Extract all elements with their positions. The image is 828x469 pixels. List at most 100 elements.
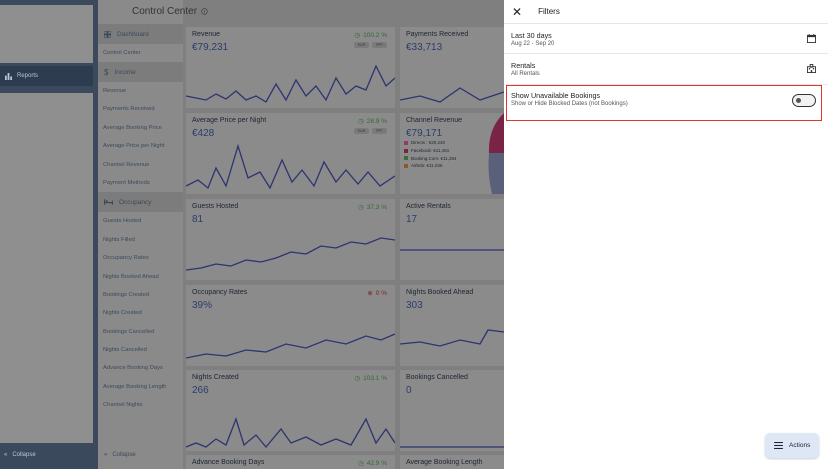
rail-body: [0, 93, 93, 443]
card-active-rentals[interactable]: Active Rentals 17: [400, 199, 504, 280]
nav-item-payments-received[interactable]: Payments Received: [103, 106, 155, 113]
currency-toggle[interactable]: EUR PPT: [353, 42, 387, 48]
nav-income-label: Income: [114, 68, 136, 76]
nav-collapse-button[interactable]: « Collapse: [104, 452, 136, 458]
chart-legend: Directs : €20,240 Facebook: €11,451 Book…: [404, 139, 456, 170]
legend-item: Booking.Com: €11,284: [404, 155, 456, 163]
card-title: Nights Booked Ahead: [406, 289, 474, 296]
highlight-box: [506, 85, 822, 121]
nav-income[interactable]: $ Income: [98, 62, 183, 82]
nav-occupancy[interactable]: Occupancy: [98, 192, 183, 213]
trend-value: 0 %: [375, 289, 387, 297]
page-title: Control Center: [132, 6, 208, 17]
nav-item-nights-booked-ahead[interactable]: Nights Booked Ahead: [103, 273, 159, 280]
card-value: 81: [192, 214, 204, 225]
double-chevron-left-icon: «: [104, 452, 108, 458]
info-icon[interactable]: [201, 8, 208, 15]
nav-collapse-label: Collapse: [112, 452, 136, 458]
toggle-option[interactable]: PPT: [372, 128, 387, 134]
nav-item-guests-hosted[interactable]: Guests Hosted: [103, 218, 142, 225]
card-nights-booked-ahead[interactable]: Nights Booked Ahead 303: [400, 285, 504, 366]
nav-item-channel-nights[interactable]: Channel Nights: [103, 402, 143, 409]
rail-header-area: [0, 5, 93, 63]
toggle-option[interactable]: EUR: [353, 128, 370, 134]
occupancy-items: Guests Hosted Nights Filled Occupancy Ra…: [98, 212, 183, 414]
nav-item-bookings-created[interactable]: Bookings Created: [103, 291, 150, 298]
card-title: Advance Booking Days: [192, 459, 265, 466]
card-guests-hosted[interactable]: Guests Hosted 81 ◷ 37.3 %: [186, 199, 395, 280]
card-payments-received[interactable]: Payments Received €33,713: [400, 27, 504, 108]
sparkline: [186, 333, 395, 359]
calendar-icon: [807, 34, 816, 43]
actions-button[interactable]: Actions: [765, 433, 819, 458]
bed-icon: [104, 199, 113, 206]
card-advance-booking-days[interactable]: Advance Booking Days ◷ 42.9 %: [186, 455, 395, 469]
legend-item: Airbnb: €11,036: [404, 162, 456, 170]
nav-item-average-booking-price[interactable]: Average Booking Price: [103, 124, 162, 131]
filters-drawer: ✕ Filters Last 30 days Aug 22 - Sep 20 R…: [504, 0, 828, 469]
trend-badge: ◷ 103.1 %: [354, 374, 387, 383]
filters-header: ✕ Filters: [504, 0, 828, 24]
menu-icon: [774, 442, 783, 449]
card-title: Revenue: [192, 31, 221, 38]
filter-date-range[interactable]: Last 30 days Aug 22 - Sep 20: [504, 24, 828, 54]
legend-label: Booking.Com: €11,284: [411, 155, 457, 161]
card-bookings-cancelled[interactable]: Bookings Cancelled 0: [400, 370, 504, 451]
nav-item-average-booking-length[interactable]: Average Booking Length: [103, 383, 167, 390]
nav-dashboard[interactable]: Dashboard: [98, 24, 183, 44]
card-value: €79,231: [192, 42, 229, 53]
nav-item-occupancy-rates[interactable]: Occupancy Rates: [103, 255, 149, 262]
card-title: Average Booking Length: [406, 459, 483, 466]
toggle-option[interactable]: EUR: [353, 42, 370, 48]
filter-rentals[interactable]: Rentals All Rentals: [504, 54, 828, 85]
toggle-knob: [796, 97, 801, 103]
up-circle-icon: ◷: [354, 32, 361, 39]
up-circle-icon: ◷: [358, 204, 364, 211]
filter-show-unavailable-sub: Show or Hide Blocked Dates (not Bookings…: [511, 101, 628, 107]
card-title: Active Rentals: [406, 203, 451, 210]
card-average-price-per-night[interactable]: Average Price per Night €428 ◷ 28.9 % EUR…: [186, 113, 395, 194]
toggle-option[interactable]: PPT: [372, 42, 387, 48]
nav-item-revenue[interactable]: Revenue: [103, 88, 127, 94]
close-icon[interactable]: ✕: [512, 4, 523, 19]
card-channel-revenue[interactable]: Channel Revenue €79,171 Directs : €20,24…: [400, 113, 504, 194]
income-items: Revenue Payments Received Average Bookin…: [98, 82, 183, 192]
nav-item-payment-methods[interactable]: Payment Methods: [103, 179, 150, 186]
page-title-text: Control Center: [132, 6, 198, 17]
up-circle-icon: ◷: [358, 460, 364, 467]
show-unavailable-toggle[interactable]: [792, 94, 816, 107]
nav-item-channel-revenue[interactable]: Channel Revenue: [103, 161, 150, 168]
rail-item-reports[interactable]: Reports: [0, 66, 93, 86]
rail-collapse-button[interactable]: « Collapse: [4, 452, 36, 458]
nav-item-advance-booking-days[interactable]: Advance Booking Days: [103, 365, 163, 372]
card-occupancy-rates[interactable]: Occupancy Rates 39% ⊗ 0 %: [186, 285, 395, 366]
trend-value: 42.9 %: [366, 459, 387, 467]
pie-chart: [488, 113, 504, 194]
nav-item-nights-cancelled[interactable]: Nights Cancelled: [103, 347, 147, 354]
filter-date-range-label: Last 30 days: [511, 31, 552, 40]
legend-label: Airbnb: €11,036: [411, 163, 443, 169]
building-icon: [807, 64, 816, 73]
nav-item-nights-created[interactable]: Nights Created: [103, 310, 142, 317]
legend-label: Directs : €20,240: [411, 140, 446, 145]
bar-chart-icon: [5, 72, 12, 80]
nav-item-nights-filled[interactable]: Nights Filled: [103, 236, 135, 243]
trend-value: 103.1 %: [363, 374, 387, 382]
nav-control-center[interactable]: Control Center: [103, 50, 141, 56]
card-value: 266: [192, 385, 209, 396]
card-revenue[interactable]: Revenue €79,231 ◷ 100.2 % EUR PPT: [186, 27, 395, 108]
nav-dashboard-label: Dashboard: [117, 30, 149, 38]
legend-label: Facebook: €11,451: [411, 147, 450, 153]
trend-value: 37.3 %: [366, 203, 387, 211]
card-value: 39%: [192, 300, 213, 311]
card-title: Average Price per Night: [192, 117, 267, 124]
card-value: 17: [406, 214, 418, 225]
filter-show-unavailable[interactable]: Show Unavailable Bookings Show or Hide B…: [504, 86, 828, 120]
card-nights-created[interactable]: Nights Created 266 ◷ 103.1 %: [186, 370, 395, 451]
card-average-booking-length[interactable]: Average Booking Length: [400, 455, 504, 469]
currency-toggle[interactable]: EUR PPT: [353, 128, 387, 134]
down-circle-icon: ⊗: [367, 290, 373, 297]
nav-item-bookings-cancelled[interactable]: Bookings Cancelled: [103, 328, 155, 335]
legend-item: Facebook: €11,451: [404, 147, 456, 155]
nav-item-average-price-per-night[interactable]: Average Price per Night: [103, 143, 165, 150]
